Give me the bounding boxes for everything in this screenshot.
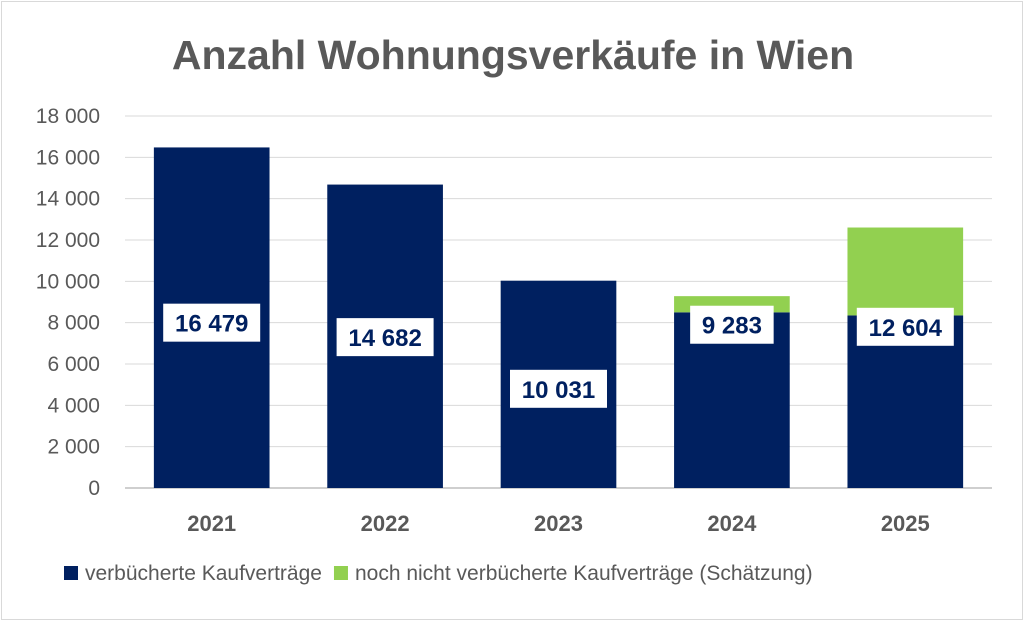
y-tick-label: 14 000 [36,188,100,211]
data-label-box [856,307,954,346]
y-tick-label: 10 000 [36,270,100,293]
chart-title: Anzahl Wohnungsverkäufe in Wien [172,32,854,78]
data-label: 16 479 [175,311,248,338]
x-axis: 2021 2022 2023 2024 2025 [187,511,930,536]
data-label: 12 604 [869,315,943,342]
data-label: 9 283 [702,313,762,340]
y-tick-label: 12 000 [36,229,100,252]
legend-swatch [64,566,78,580]
x-tick-label: 2022 [361,511,410,536]
x-tick-label: 2025 [881,511,930,536]
x-tick-label: 2021 [187,511,236,536]
legend-entry: verbücherte Kaufverträge [85,562,322,585]
data-label: 10 031 [522,377,595,404]
y-tick-label: 4 000 [47,394,100,417]
y-tick-label: 0 [88,477,100,500]
x-tick-label: 2024 [707,511,757,536]
data-label-box [163,303,261,342]
data-label: 14 682 [348,325,421,352]
x-tick-label: 2023 [534,511,583,536]
data-label-box [690,305,774,344]
y-tick-label: 6 000 [47,353,100,376]
y-tick-label: 18 000 [36,105,100,128]
y-tick-label: 2 000 [47,436,100,459]
data-label-box [336,318,434,357]
y-tick-label: 16 000 [36,146,100,169]
y-tick-label: 8 000 [47,312,100,335]
legend-swatch [333,566,348,580]
legend-entry: noch nicht verbücherte Kaufverträge (Sch… [355,562,813,585]
bar-estimated [847,227,964,316]
data-label-box [510,369,607,408]
data-labels: 16 479 14 682 10 031 9 283 12 604 [163,303,954,408]
legend: verbücherte Kaufverträge noch nicht verbü… [64,562,813,585]
